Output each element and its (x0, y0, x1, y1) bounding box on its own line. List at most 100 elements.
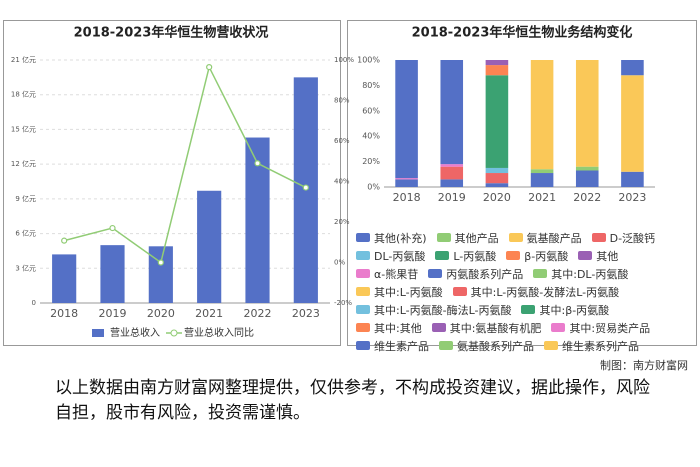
bar-segment (621, 75, 644, 172)
legend-swatch (544, 341, 558, 350)
legend-swatch (551, 323, 566, 332)
legend-label: L-丙氨酸 (453, 249, 497, 263)
disclaimer: 以上数据由南方财富网整理提供，仅供参考，不构成投资建议，据此操作，风险自担，股市… (55, 378, 650, 423)
legend-swatch (170, 329, 178, 337)
y-tick-label: 20% (362, 157, 380, 166)
legend-swatch (356, 323, 370, 332)
bar-segment (621, 60, 644, 76)
legend-swatch (356, 251, 370, 260)
legend-swatch (431, 323, 446, 332)
y-tick-label: 12 亿元 (11, 159, 36, 168)
legend-swatch (356, 233, 370, 242)
legend-item: L-丙氨酸 (435, 248, 496, 263)
legend-item: 其中:β-丙氨酸 (521, 302, 609, 317)
bar-segment (530, 173, 554, 187)
y-tick-label: 0% (367, 183, 380, 192)
legend: 其他(补充) 其他产品 氨基酸产品 D-泛酸钙 DL-丙氨酸 L-丙氨酸 β-丙氨酸 其他 α-… (356, 230, 692, 356)
y-tick-label: 21 亿元 (11, 55, 36, 64)
bar-segment (485, 60, 509, 66)
bar-segment (485, 167, 509, 174)
legend-item: 其中:DL-丙氨酸 (533, 266, 628, 281)
legend-item: 其中:其他 (356, 320, 422, 335)
line-point (61, 237, 68, 244)
legend-item: β-丙氨酸 (506, 248, 568, 263)
credit: 制图：南方财富网 (600, 359, 688, 372)
y-tick-label: 40% (362, 132, 380, 141)
y2-tick-label: 60% (334, 137, 350, 145)
legend-label: 丙氨酸系列产品 (446, 267, 524, 281)
legend-item: 丙氨酸系列产品 (428, 266, 523, 281)
legend-label: 营业总收入同比 (184, 326, 254, 339)
x-tick-label: 2022 (244, 307, 272, 320)
x-tick-label: 2021 (528, 191, 556, 204)
legend-swatch (428, 269, 443, 278)
bar-segment (485, 75, 509, 168)
legend-item: 氨基酸系列产品 (439, 338, 534, 353)
legend-item: 维生素系列产品 (544, 338, 639, 353)
y-tick-label: 15 亿元 (11, 124, 36, 133)
legend-label: 其中:L-丙氨酸-酶法L-丙氨酸 (374, 303, 512, 317)
x-tick-label: 2023 (618, 191, 646, 204)
legend-item: DL-丙氨酸 (356, 248, 425, 263)
bar-segment (440, 60, 464, 165)
legend-item: 其中:L-丙氨酸-酶法L-丙氨酸 (356, 302, 511, 317)
legend-swatch (506, 251, 521, 260)
bar-segment (485, 65, 509, 76)
line-point (302, 184, 309, 191)
chart-title: 2018-2023年华恒生物营收状况 (74, 25, 269, 41)
legend-swatch (452, 287, 467, 296)
x-tick-label: 2018 (393, 191, 421, 204)
y-tick-label: 100% (357, 56, 380, 65)
y-tick-label: 18 亿元 (11, 90, 36, 99)
y-tick-label: 80% (362, 81, 380, 90)
legend-item: 维生素产品 (356, 338, 429, 353)
legend-label: β-丙氨酸 (524, 249, 569, 263)
charts: 2018-2023年华恒生物营收状况 0 3 亿元 6 亿元 9 亿元 12 亿元 15 亿… (3, 20, 697, 346)
legend-label: 其中:其他 (374, 321, 422, 335)
y2-tick-label: 0% (334, 259, 345, 267)
bar-segment (440, 164, 464, 167)
legend-label: 其中:贸易类产品 (569, 321, 651, 335)
legend-item: 其中:氨基酸有机肥 (431, 320, 541, 335)
legend-swatch (439, 341, 453, 350)
y2-tick-label: -20% (334, 299, 352, 307)
line-point (109, 224, 116, 232)
legend-label: 其中:β-丙氨酸 (539, 303, 610, 317)
legend-swatch (533, 269, 548, 278)
legend-swatch (436, 233, 451, 242)
legend-label: 其他产品 (454, 231, 499, 245)
bar-segment (575, 166, 599, 171)
legend-item: 其他 (578, 248, 618, 263)
y2-tick-label: 80% (334, 97, 350, 105)
legend-swatch (521, 305, 536, 314)
legend-swatch (508, 233, 523, 242)
x-tick-label: 2019 (438, 191, 466, 204)
legend-swatch (578, 251, 593, 260)
y-tick-label: 6 亿元 (15, 229, 36, 238)
line-point (206, 63, 213, 71)
bar (100, 245, 125, 303)
y-tick-label: 60% (362, 106, 380, 115)
bar (52, 254, 77, 303)
bar-segment (530, 169, 554, 174)
legend-item: 其中:L-丙氨酸 (356, 284, 443, 299)
legend-label: 维生素产品 (374, 339, 429, 353)
bar-segment (395, 60, 418, 179)
bar-segment (530, 60, 554, 170)
legend-label: α-熊果苷 (374, 267, 419, 281)
bar (148, 246, 173, 303)
legend-label: 其中:DL-丙氨酸 (551, 267, 629, 281)
legend-swatch (92, 329, 104, 337)
bar-segment (485, 173, 509, 184)
y-tick-label: 9 亿元 (15, 194, 36, 203)
bar-segment (440, 179, 464, 187)
bar (197, 190, 222, 303)
y2-tick-label: 20% (334, 218, 350, 226)
legend-label: 营业总收入 (110, 326, 160, 339)
line-point (157, 259, 164, 266)
legend-swatch (356, 341, 370, 350)
bar-segment (575, 170, 599, 187)
x-tick-label: 2019 (99, 307, 127, 320)
